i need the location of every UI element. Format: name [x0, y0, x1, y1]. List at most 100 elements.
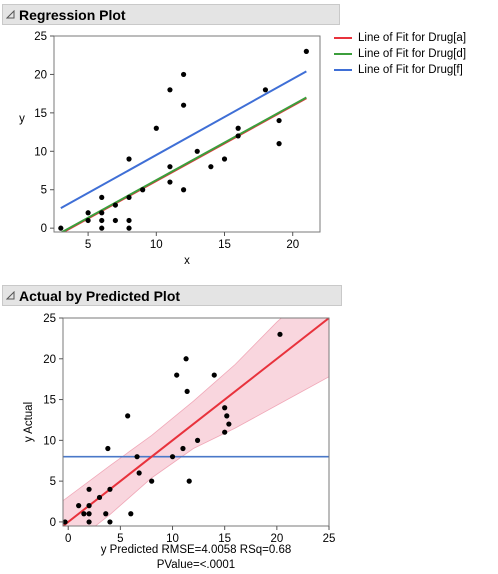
data-point	[107, 486, 113, 492]
data-point	[125, 413, 131, 419]
data-point	[153, 125, 159, 131]
x-tick-label: 0	[65, 533, 71, 545]
data-point	[276, 141, 282, 147]
legend-swatch	[334, 53, 352, 55]
plot-frame	[62, 317, 330, 527]
data-point	[211, 372, 217, 378]
x-tick-label: 15	[218, 533, 231, 545]
plot-content	[58, 48, 309, 232]
data-point	[180, 71, 187, 78]
legend-item-drug-f[interactable]: Line of Fit for Drug[f]	[334, 62, 466, 78]
data-point	[235, 133, 241, 139]
regression-plot: 0 5 10 15 20 25 5 10 15 20 x y	[19, 31, 321, 267]
y-tick-label: 20	[34, 69, 47, 81]
data-point	[167, 164, 173, 170]
data-point	[96, 494, 103, 501]
y-tick-label: 15	[34, 108, 47, 120]
x-tick-label: 20	[286, 239, 299, 251]
x-tick-label: 10	[150, 239, 163, 251]
data-point	[167, 87, 173, 93]
data-point	[76, 503, 82, 509]
regression-plot-title: Regression Plot	[19, 6, 126, 23]
data-point	[99, 210, 105, 216]
data-point	[112, 217, 118, 224]
disclosure-triangle-icon[interactable]	[6, 291, 15, 300]
regression-plot-header[interactable]: Regression Plot	[2, 4, 340, 25]
data-point	[99, 225, 105, 231]
data-point	[149, 478, 155, 484]
fit-line	[63, 318, 329, 526]
legend-item-drug-d[interactable]: Line of Fit for Drug[d]	[334, 46, 466, 62]
actual-by-predicted-header[interactable]: Actual by Predicted Plot	[2, 285, 342, 306]
x-axis-label: x	[184, 255, 190, 267]
data-point	[136, 470, 142, 476]
data-point	[224, 413, 230, 419]
y-tick-label: 25	[43, 313, 56, 325]
data-point	[180, 102, 187, 108]
data-point	[183, 356, 189, 362]
legend-label: Line of Fit for Drug[a]	[358, 32, 467, 44]
x-tick-label: 5	[85, 239, 91, 251]
data-point	[86, 486, 92, 492]
data-point	[222, 429, 228, 435]
y-tick-label: 0	[41, 223, 47, 235]
x-tick-label: 20	[270, 533, 283, 545]
data-point	[86, 503, 92, 509]
data-point	[194, 437, 201, 443]
avp-footer-line2: PValue=<.0001	[156, 559, 236, 571]
data-point	[58, 225, 64, 231]
data-point	[99, 194, 105, 201]
data-point	[169, 454, 176, 460]
x-tick-label: 10	[166, 533, 179, 545]
data-point	[194, 148, 200, 154]
data-point	[276, 117, 282, 124]
y-tick-label: 10	[34, 146, 47, 158]
y-tick-label: 15	[43, 395, 56, 407]
data-point	[85, 210, 91, 216]
legend-swatch	[334, 37, 352, 39]
legend-label: Line of Fit for Drug[d]	[358, 48, 467, 60]
y-tick-label: 5	[41, 185, 47, 197]
avp-footer-line1: y Predicted RMSE=4.0058 RSq=0.68	[100, 544, 292, 556]
data-point	[174, 372, 180, 378]
data-point	[112, 202, 118, 208]
data-point	[184, 388, 190, 395]
x-tick-label: 15	[218, 239, 231, 251]
y-axis-label: y Actual	[23, 402, 35, 442]
data-point	[221, 156, 228, 162]
legend-label: Line of Fit for Drug[f]	[358, 64, 463, 76]
data-point	[128, 511, 134, 517]
actual-by-predicted-title: Actual by Predicted Plot	[19, 287, 181, 304]
data-point	[167, 179, 173, 185]
data-point	[134, 454, 140, 460]
actual-by-predicted-plot: 0 5 10 15 20 25 0 5 10 15 20 25 y Actual	[23, 313, 335, 545]
fit-line-drug-f	[60, 70, 307, 210]
data-point	[107, 519, 113, 525]
data-point	[105, 445, 111, 452]
y-tick-label: 25	[34, 31, 47, 43]
y-tick-label: 20	[43, 354, 56, 366]
data-point	[86, 519, 92, 525]
legend-swatch	[334, 69, 352, 71]
data-point	[126, 156, 132, 162]
data-point	[222, 405, 228, 411]
data-point	[180, 445, 186, 452]
plot-frame	[53, 35, 321, 233]
data-point	[303, 48, 309, 54]
data-point	[126, 225, 132, 231]
data-point	[126, 217, 132, 224]
data-point	[126, 194, 132, 201]
data-point	[277, 331, 283, 337]
legend-item-drug-a[interactable]: Line of Fit for Drug[a]	[334, 30, 466, 46]
y-axis-label: y	[19, 113, 25, 125]
data-point	[226, 421, 232, 427]
disclosure-triangle-icon[interactable]	[6, 10, 15, 19]
x-tick-label: 5	[117, 533, 123, 545]
data-point	[186, 478, 192, 484]
y-tick-label: 5	[50, 476, 56, 488]
data-point	[235, 125, 241, 131]
y-tick-label: 0	[50, 517, 56, 529]
data-point	[140, 187, 146, 193]
plot-area	[54, 36, 320, 232]
data-point	[208, 164, 214, 170]
